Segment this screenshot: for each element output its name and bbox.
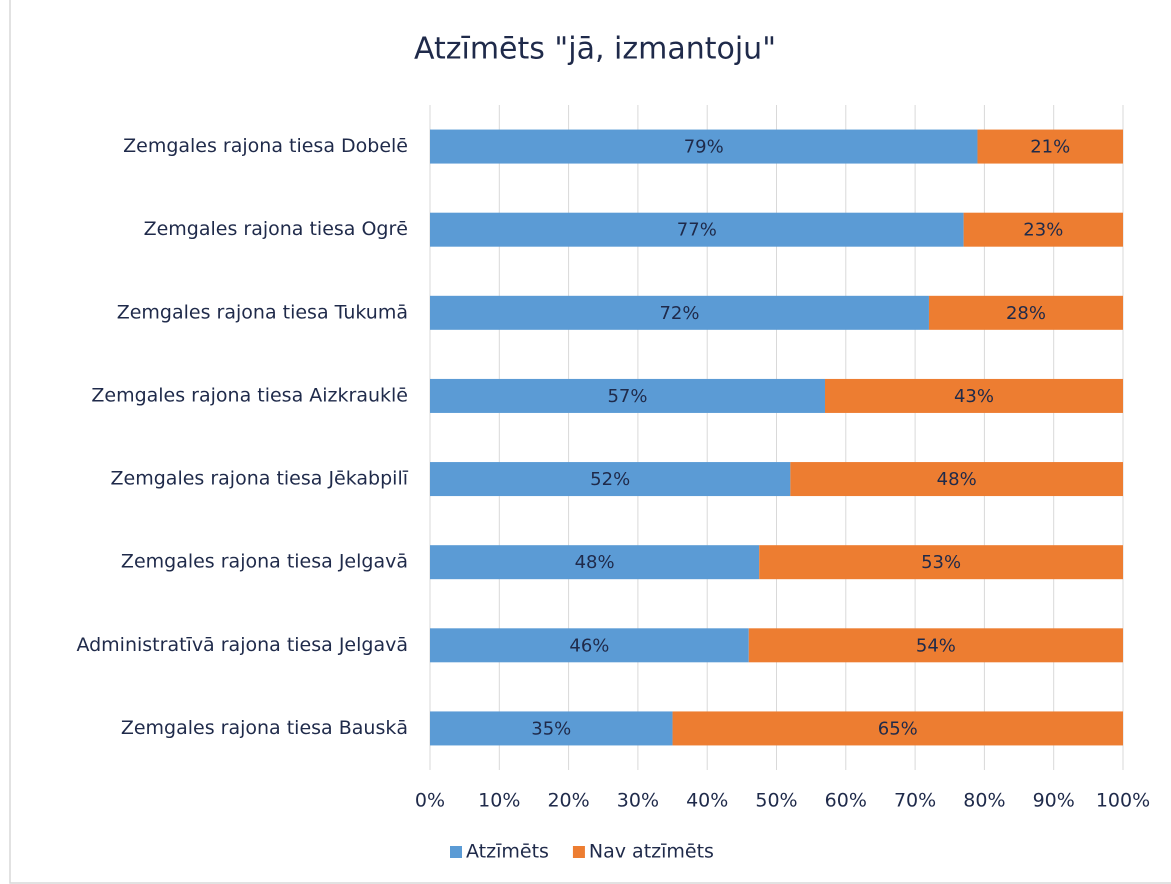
data-label: 65% bbox=[878, 718, 918, 739]
y-tick-label: Zemgales rajona tiesa Dobelē bbox=[123, 135, 408, 157]
x-tick-label: 30% bbox=[617, 790, 659, 812]
labels: Zemgales rajona tiesa Dobelē 79% 21% Zemgal… bbox=[76, 135, 1070, 739]
data-label: 21% bbox=[1030, 137, 1070, 158]
bar-segment bbox=[430, 295, 929, 330]
x-tick-label: 10% bbox=[478, 790, 520, 812]
bar-segment bbox=[430, 212, 964, 247]
data-label: 54% bbox=[916, 635, 956, 656]
bar-segment bbox=[672, 711, 1123, 746]
bar-segment bbox=[748, 628, 1123, 663]
y-tick-label: Zemgales rajona tiesa Aizkrauklē bbox=[91, 384, 408, 406]
x-tick-label: 20% bbox=[547, 790, 589, 812]
legend: Atzīmēts Nav atzīmēts bbox=[450, 841, 714, 863]
data-label: 48% bbox=[575, 552, 615, 573]
bar-segment bbox=[430, 462, 791, 497]
bar-segment bbox=[430, 129, 978, 164]
bar-segment bbox=[963, 212, 1123, 247]
y-tick-label: Administratīvā rajona tiesa Jelgavā bbox=[76, 634, 408, 656]
chart-title: Atzīmēts "jā, izmantoju" bbox=[414, 32, 776, 67]
data-label: 57% bbox=[607, 386, 647, 407]
data-label: 23% bbox=[1023, 220, 1063, 241]
data-label: 28% bbox=[1006, 303, 1046, 324]
data-label: 48% bbox=[937, 469, 977, 490]
y-tick-label: Zemgales rajona tiesa Bauskā bbox=[121, 717, 408, 739]
bar-segment bbox=[430, 545, 760, 580]
bar-segment bbox=[928, 295, 1123, 330]
x-tick-label: 40% bbox=[686, 790, 728, 812]
bar-segment bbox=[430, 628, 749, 663]
bars bbox=[430, 129, 1123, 746]
data-label: 35% bbox=[531, 718, 571, 739]
data-label: 46% bbox=[569, 635, 609, 656]
x-tick-label: 50% bbox=[755, 790, 797, 812]
legend-swatch bbox=[572, 846, 585, 858]
bar-segment bbox=[825, 378, 1123, 413]
data-label: 52% bbox=[590, 469, 630, 490]
bar-segment bbox=[977, 129, 1123, 164]
x-tick-label: 100% bbox=[1096, 790, 1150, 812]
data-label: 77% bbox=[677, 220, 717, 241]
y-tick-label: Zemgales rajona tiesa Ogrē bbox=[144, 218, 408, 240]
bar-segment bbox=[430, 378, 826, 413]
legend-swatch bbox=[450, 846, 462, 858]
legend-label: Nav atzīmēts bbox=[589, 841, 714, 863]
data-label: 43% bbox=[954, 386, 994, 407]
y-tick-label: Zemgales rajona tiesa Jēkabpilī bbox=[111, 468, 409, 490]
x-tick-label: 60% bbox=[825, 790, 867, 812]
data-label: 72% bbox=[659, 303, 699, 324]
bar-segment bbox=[759, 545, 1123, 580]
y-tick-label: Zemgales rajona tiesa Jelgavā bbox=[121, 551, 408, 573]
legend-label: Atzīmēts bbox=[466, 841, 549, 863]
x-tick-label: 70% bbox=[894, 790, 936, 812]
bar-segment bbox=[790, 462, 1123, 497]
data-label: 79% bbox=[684, 137, 724, 158]
x-tick-label: 90% bbox=[1033, 790, 1075, 812]
data-label: 53% bbox=[921, 552, 961, 573]
x-tick-label: 80% bbox=[963, 790, 1005, 812]
bar-segment bbox=[430, 711, 673, 746]
y-tick-label: Zemgales rajona tiesa Tukumā bbox=[117, 301, 408, 323]
x-tick-label: 0% bbox=[415, 790, 445, 812]
